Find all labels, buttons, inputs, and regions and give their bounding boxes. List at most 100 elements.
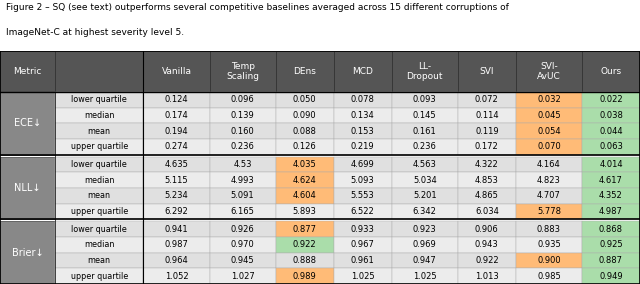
Bar <box>276 156 333 172</box>
Text: median: median <box>84 240 115 249</box>
Text: 4.322: 4.322 <box>475 160 499 169</box>
Bar <box>55 252 143 268</box>
Text: 0.194: 0.194 <box>164 127 188 136</box>
Text: 4.53: 4.53 <box>234 160 252 169</box>
Text: ECE↓: ECE↓ <box>14 118 41 128</box>
Text: 4.993: 4.993 <box>231 176 255 185</box>
Text: 5.115: 5.115 <box>164 176 188 185</box>
Bar <box>333 108 392 123</box>
Text: 0.153: 0.153 <box>351 127 374 136</box>
Text: 6.292: 6.292 <box>164 207 188 216</box>
Text: 0.969: 0.969 <box>413 240 436 249</box>
Text: 0.943: 0.943 <box>475 240 499 249</box>
Text: mean: mean <box>88 127 111 136</box>
Text: 1.027: 1.027 <box>231 272 255 281</box>
Bar <box>143 108 209 123</box>
Text: 4.014: 4.014 <box>599 160 623 169</box>
Text: 0.090: 0.090 <box>293 111 317 120</box>
Bar <box>516 221 582 237</box>
Bar <box>458 51 516 92</box>
Bar <box>209 156 276 172</box>
Bar <box>458 237 516 252</box>
Bar <box>516 204 582 219</box>
Text: 0.967: 0.967 <box>351 240 374 249</box>
Text: 4.352: 4.352 <box>599 191 623 200</box>
Bar <box>392 108 458 123</box>
Text: 0.949: 0.949 <box>599 272 623 281</box>
Text: 5.778: 5.778 <box>537 207 561 216</box>
Bar <box>276 92 333 108</box>
Text: 4.853: 4.853 <box>475 176 499 185</box>
Text: 0.900: 0.900 <box>537 256 561 265</box>
Bar <box>333 204 392 219</box>
Text: 0.945: 0.945 <box>231 256 255 265</box>
Bar <box>458 252 516 268</box>
Bar <box>333 156 392 172</box>
Text: 0.888: 0.888 <box>292 256 317 265</box>
Bar <box>392 123 458 139</box>
Text: 1.052: 1.052 <box>164 272 188 281</box>
Text: SVI: SVI <box>479 67 494 76</box>
Text: 0.054: 0.054 <box>537 127 561 136</box>
Bar <box>392 188 458 204</box>
Text: 4.987: 4.987 <box>599 207 623 216</box>
Text: Figure 2 – SQ (see text) outperforms several competitive baselines averaged acro: Figure 2 – SQ (see text) outperforms sev… <box>6 3 509 12</box>
Bar <box>458 221 516 237</box>
Bar <box>55 51 143 92</box>
Bar <box>276 123 333 139</box>
Text: Vanilla: Vanilla <box>161 67 191 76</box>
Bar <box>458 204 516 219</box>
Bar <box>143 252 209 268</box>
Bar <box>582 268 640 284</box>
Text: 0.941: 0.941 <box>164 225 188 233</box>
Bar <box>582 204 640 219</box>
Bar <box>143 123 209 139</box>
Bar <box>582 156 640 172</box>
Bar <box>55 123 143 139</box>
Bar <box>143 51 209 92</box>
Bar <box>209 204 276 219</box>
Text: 6.522: 6.522 <box>351 207 374 216</box>
Bar <box>333 237 392 252</box>
Bar <box>458 139 516 155</box>
Bar <box>209 139 276 155</box>
Bar <box>582 188 640 204</box>
Bar <box>516 172 582 188</box>
Text: 0.044: 0.044 <box>599 127 623 136</box>
Text: median: median <box>84 176 115 185</box>
Text: 0.050: 0.050 <box>293 95 317 104</box>
Text: 0.947: 0.947 <box>413 256 436 265</box>
Text: 0.126: 0.126 <box>293 142 317 151</box>
Bar <box>55 108 143 123</box>
Bar <box>0 92 55 155</box>
Bar <box>458 108 516 123</box>
Bar <box>392 204 458 219</box>
Text: 0.236: 0.236 <box>413 142 436 151</box>
Bar <box>0 51 55 92</box>
Text: 0.119: 0.119 <box>475 127 499 136</box>
Bar <box>143 221 209 237</box>
Text: 0.868: 0.868 <box>599 225 623 233</box>
Text: mean: mean <box>88 191 111 200</box>
Text: 0.063: 0.063 <box>599 142 623 151</box>
Bar <box>209 92 276 108</box>
Bar <box>516 108 582 123</box>
Text: 0.935: 0.935 <box>537 240 561 249</box>
Text: MCD: MCD <box>352 67 373 76</box>
Bar <box>333 268 392 284</box>
Text: 4.035: 4.035 <box>293 160 317 169</box>
Text: 4.635: 4.635 <box>164 160 188 169</box>
Text: 0.922: 0.922 <box>475 256 499 265</box>
Text: 4.823: 4.823 <box>537 176 561 185</box>
Bar <box>143 268 209 284</box>
Bar <box>458 156 516 172</box>
Bar <box>333 188 392 204</box>
Text: SVI-
AvUC: SVI- AvUC <box>537 62 561 81</box>
Bar <box>276 172 333 188</box>
Text: 0.964: 0.964 <box>164 256 188 265</box>
Bar <box>516 92 582 108</box>
Bar <box>582 237 640 252</box>
Bar <box>55 237 143 252</box>
Bar <box>276 268 333 284</box>
Bar <box>55 92 143 108</box>
